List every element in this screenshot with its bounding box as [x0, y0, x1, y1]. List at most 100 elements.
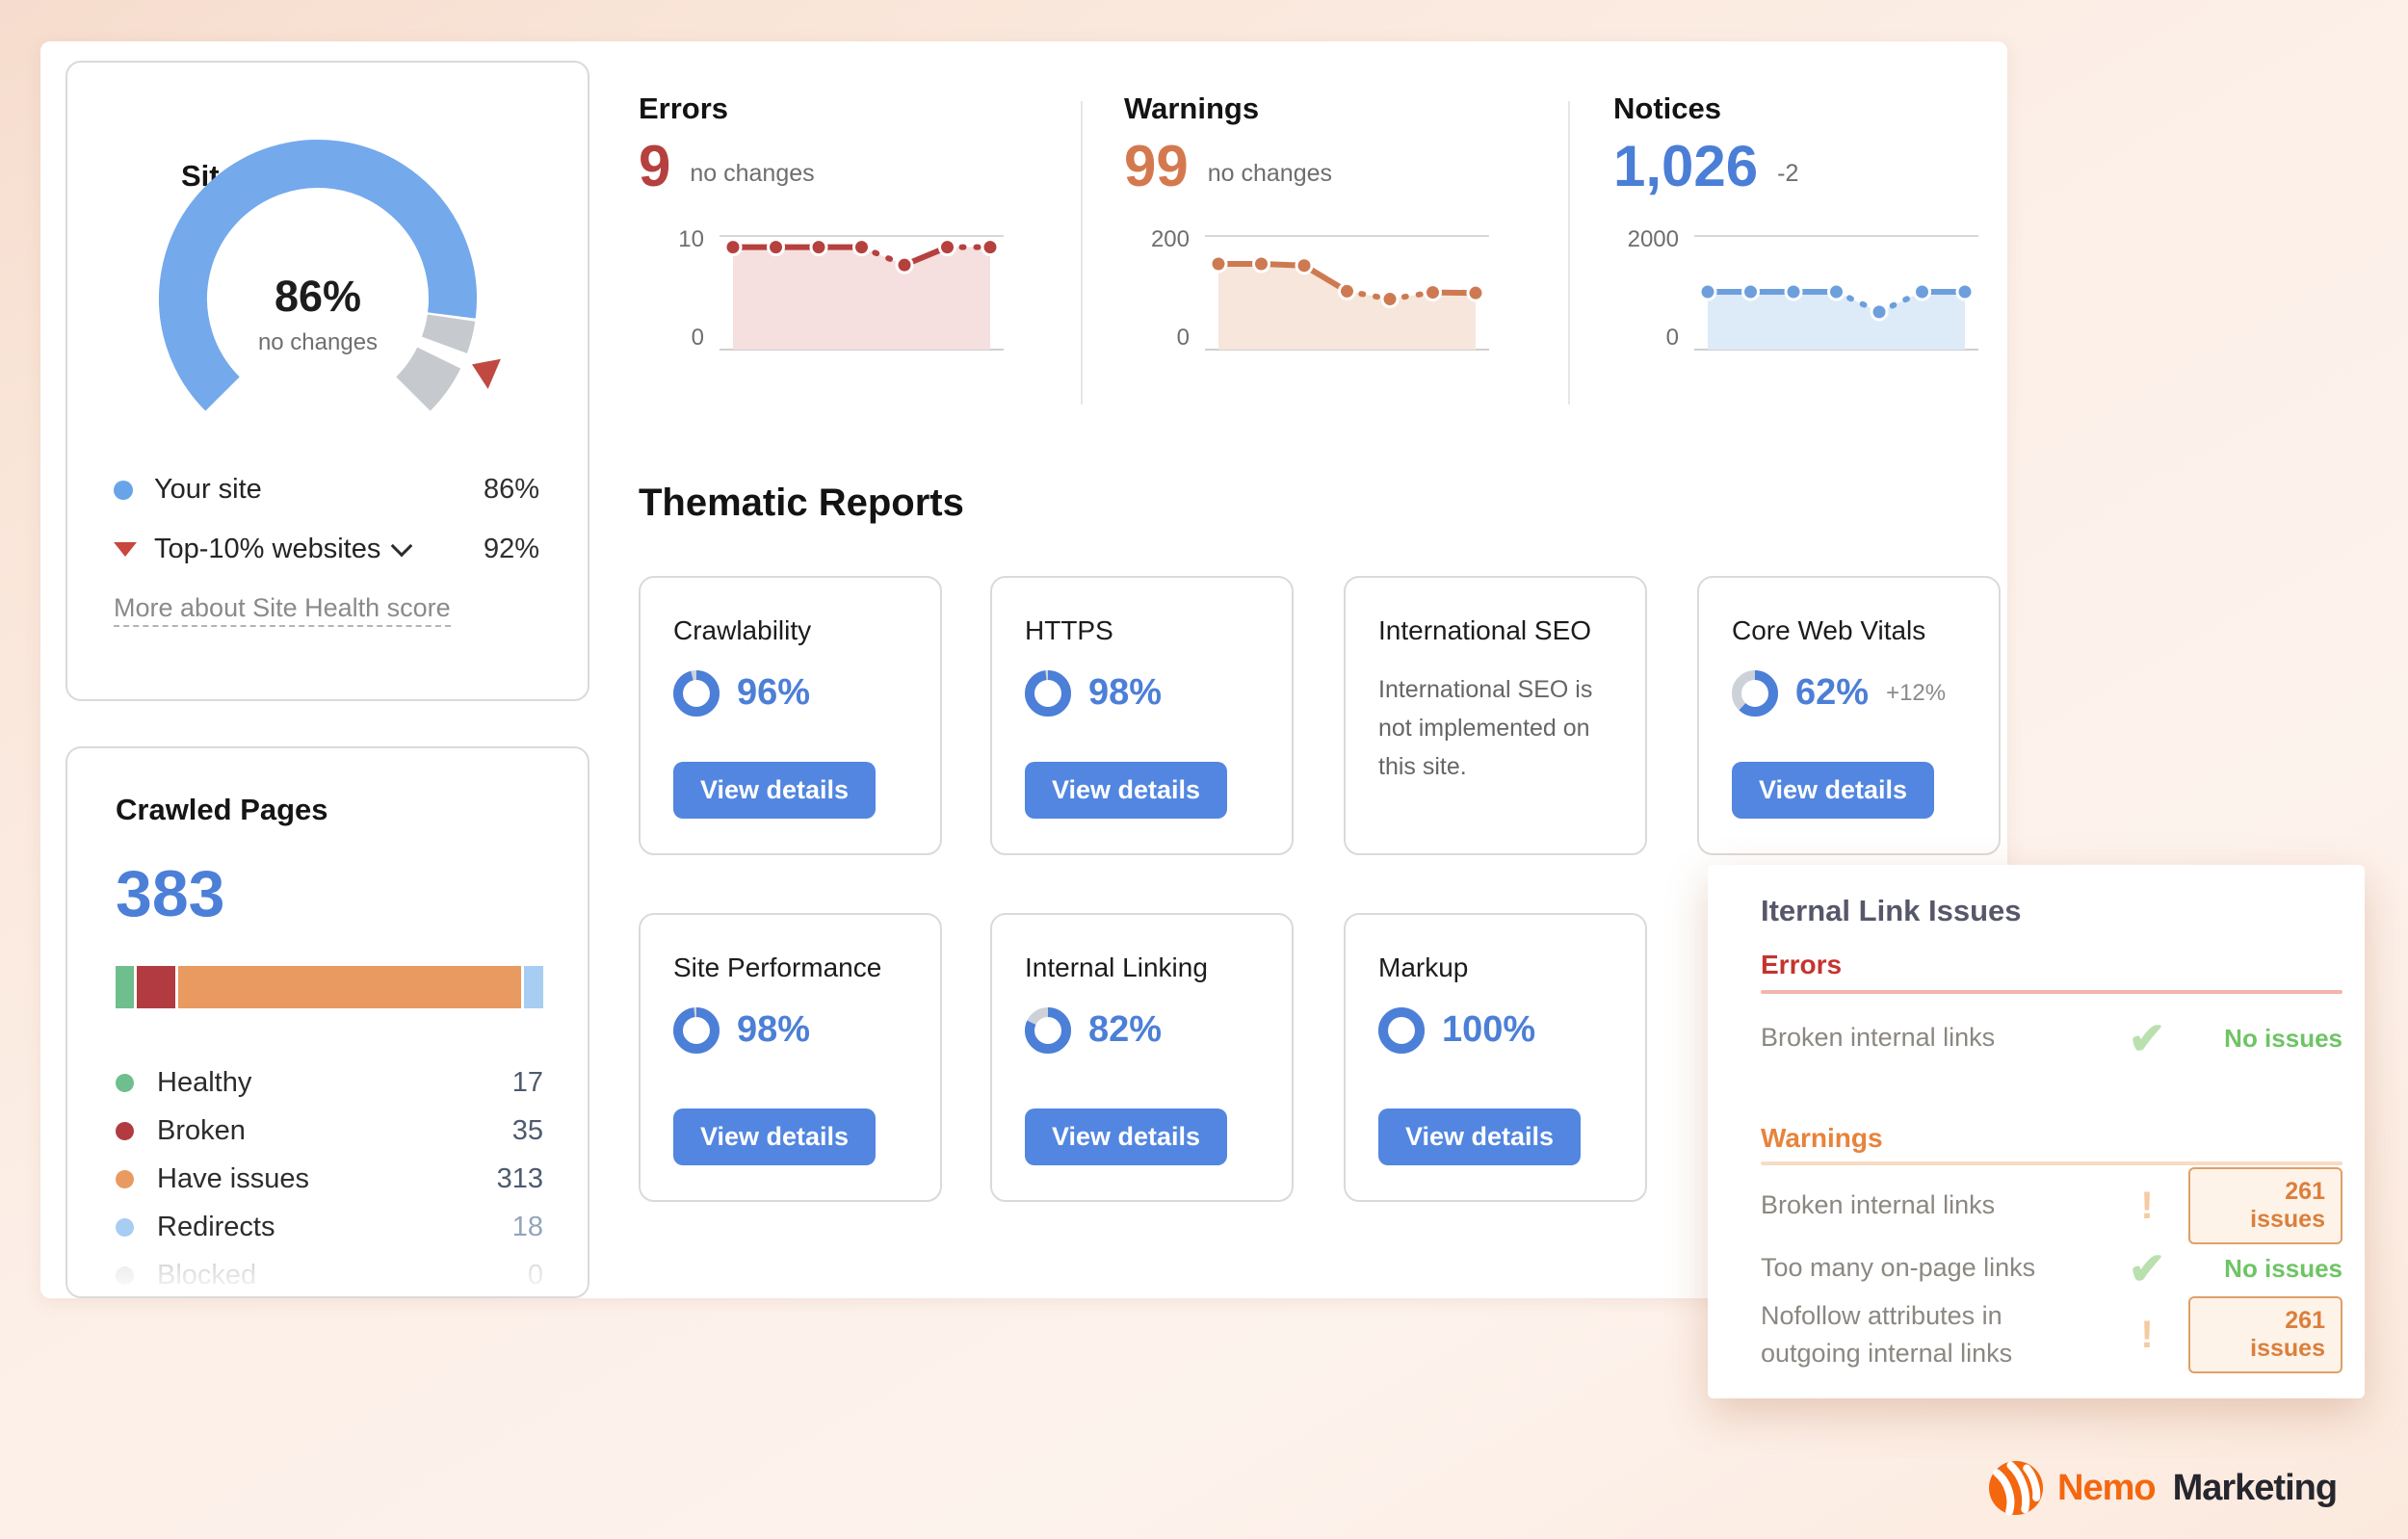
crawled-pages-stacked-bar — [116, 966, 543, 1008]
errors-sparkline — [720, 226, 1004, 352]
error-row-broken-internal-links: Broken internal links ✔ No issues — [1761, 1009, 2343, 1067]
row-label: Broken internal links — [1761, 1023, 1996, 1053]
errors-value: 9 — [639, 134, 671, 198]
row-label: Broken internal links — [1761, 1190, 1996, 1220]
link-issues-title: Iternal Link Issues — [1761, 894, 2022, 927]
https-donut-icon — [1025, 669, 1071, 717]
crawlability-donut-icon — [673, 669, 720, 717]
warnings-title: Warnings — [1124, 91, 1260, 125]
issues-count-badge[interactable]: 261 issues — [2188, 1296, 2343, 1373]
link-issues-errors-header: Errors — [1761, 950, 1843, 979]
crawled-pages-total: 383 — [116, 857, 225, 930]
redirects-label: Redirects — [157, 1211, 275, 1242]
warning-row-broken-internal-links: Broken internal links ! 261 issues — [1761, 1167, 2343, 1244]
core-web-vitals-view-details-button[interactable]: View details — [1732, 762, 1935, 819]
logo-text-secondary: Marketing — [2172, 1467, 2338, 1508]
your-site-label: Your site — [154, 474, 262, 505]
site-performance-title: Site Performance — [673, 952, 882, 982]
crawlability-title: Crawlability — [673, 615, 812, 645]
link-issues-warnings-header: Warnings — [1761, 1123, 1883, 1153]
international-seo-title: International SEO — [1378, 615, 1592, 645]
core-web-vitals-delta: +12% — [1886, 679, 1947, 706]
warnings-axis-max: 200 — [1150, 226, 1190, 252]
bar-segment — [520, 966, 543, 1008]
crawlability-score: 96% — [737, 672, 811, 714]
errors-axis-min: 0 — [691, 325, 704, 351]
errors-metric: Errors 9 no changes 10 0 — [639, 91, 1035, 352]
metric-divider — [1568, 101, 1570, 404]
issues-count-badge[interactable]: 261 issues — [2188, 1167, 2343, 1244]
notices-axis-max: 2000 — [1627, 226, 1679, 252]
legend-row-blocked: Blocked 0 — [116, 1251, 543, 1296]
check-icon: ✔ — [2128, 1243, 2166, 1293]
legend-row-broken: Broken 35 — [116, 1107, 543, 1155]
have-issues-label: Have issues — [157, 1162, 309, 1194]
logo-text-primary: Nemo — [2057, 1467, 2157, 1508]
bar-segment — [175, 966, 521, 1008]
https-score: 98% — [1088, 672, 1163, 714]
exclamation-icon: ! — [2140, 1314, 2154, 1356]
site-health-gauge — [116, 135, 520, 443]
warning-row-too-many-links: Too many on-page links ✔ No issues — [1761, 1239, 2343, 1298]
errors-underline — [1761, 990, 2343, 994]
notices-y-axis: 2000 0 — [1613, 226, 1694, 352]
notices-sparkline — [1694, 226, 1978, 352]
crawlability-view-details-button[interactable]: View details — [673, 762, 877, 819]
warnings-y-axis: 200 0 — [1124, 226, 1205, 352]
https-card: HTTPS 98% View details — [990, 576, 1294, 855]
site-performance-donut-icon — [673, 1006, 720, 1054]
no-issues-status: No issues — [2224, 1023, 2343, 1053]
international-seo-card: International SEO International SEO is n… — [1344, 576, 1647, 855]
internal-linking-view-details-button[interactable]: View details — [1025, 1109, 1228, 1165]
have-issues-value: 313 — [496, 1162, 543, 1194]
international-seo-note: International SEO is not implemented on … — [1378, 675, 1593, 780]
markup-score: 100% — [1442, 1009, 1536, 1051]
warnings-change: no changes — [1207, 160, 1333, 187]
site-performance-view-details-button[interactable]: View details — [673, 1109, 877, 1165]
crawled-pages-card: Crawled Pages 383 Healthy 17 Broken 35 H… — [65, 746, 589, 1298]
warning-row-nofollow-attributes: Nofollow attributes in outgoing internal… — [1761, 1296, 2343, 1373]
https-view-details-button[interactable]: View details — [1025, 762, 1228, 819]
notices-change: -2 — [1777, 160, 1799, 187]
nemo-marketing-logo: Nemo Marketing — [1988, 1460, 2338, 1516]
warnings-underline — [1761, 1161, 2343, 1165]
broken-value: 35 — [511, 1114, 543, 1146]
markup-view-details-button[interactable]: View details — [1378, 1109, 1582, 1165]
redirects-dot-icon — [116, 1217, 134, 1237]
crawled-pages-title: Crawled Pages — [116, 793, 328, 826]
legend-row-your-site: Your site 86% — [114, 474, 539, 506]
exclamation-icon: ! — [2140, 1185, 2154, 1227]
internal-linking-title: Internal Linking — [1025, 952, 1208, 982]
warnings-metric: Warnings 99 no changes 200 0 — [1124, 91, 1521, 352]
errors-axis-max: 10 — [678, 226, 704, 252]
healthy-dot-icon — [116, 1073, 134, 1092]
chevron-down-icon[interactable] — [391, 535, 413, 557]
row-label: Nofollow attributes in outgoing internal… — [1761, 1300, 2013, 1368]
more-about-site-health-link[interactable]: More about Site Health score — [114, 593, 451, 627]
legend-row-healthy: Healthy 17 — [116, 1058, 543, 1107]
core-web-vitals-donut-icon — [1732, 669, 1778, 717]
internal-linking-donut-icon — [1025, 1006, 1071, 1054]
internal-linking-score: 82% — [1088, 1009, 1163, 1051]
site-performance-score: 98% — [737, 1009, 811, 1051]
legend-row-top10: Top-10% websites 92% — [114, 534, 539, 565]
notices-title: Notices — [1613, 91, 1721, 125]
row-label: Too many on-page links — [1761, 1253, 2036, 1283]
warnings-value: 99 — [1124, 134, 1189, 198]
top10-label: Top-10% websites — [154, 534, 381, 564]
blocked-value: 0 — [527, 1259, 543, 1291]
bar-segment — [116, 966, 135, 1008]
thematic-reports-heading: Thematic Reports — [639, 482, 964, 524]
blocked-dot-icon — [116, 1265, 134, 1285]
site-health-score: 86% — [274, 272, 362, 321]
warnings-sparkline — [1205, 226, 1489, 352]
benchmark-triangle-icon — [114, 542, 137, 557]
no-issues-status: No issues — [2224, 1253, 2343, 1283]
errors-title: Errors — [639, 91, 729, 125]
internal-linking-card: Internal Linking 82% View details — [990, 913, 1294, 1202]
site-health-change: no changes — [257, 329, 379, 355]
core-web-vitals-title: Core Web Vitals — [1732, 615, 1926, 645]
have-issues-dot-icon — [116, 1169, 134, 1188]
broken-dot-icon — [116, 1121, 134, 1140]
errors-change: no changes — [690, 160, 815, 187]
